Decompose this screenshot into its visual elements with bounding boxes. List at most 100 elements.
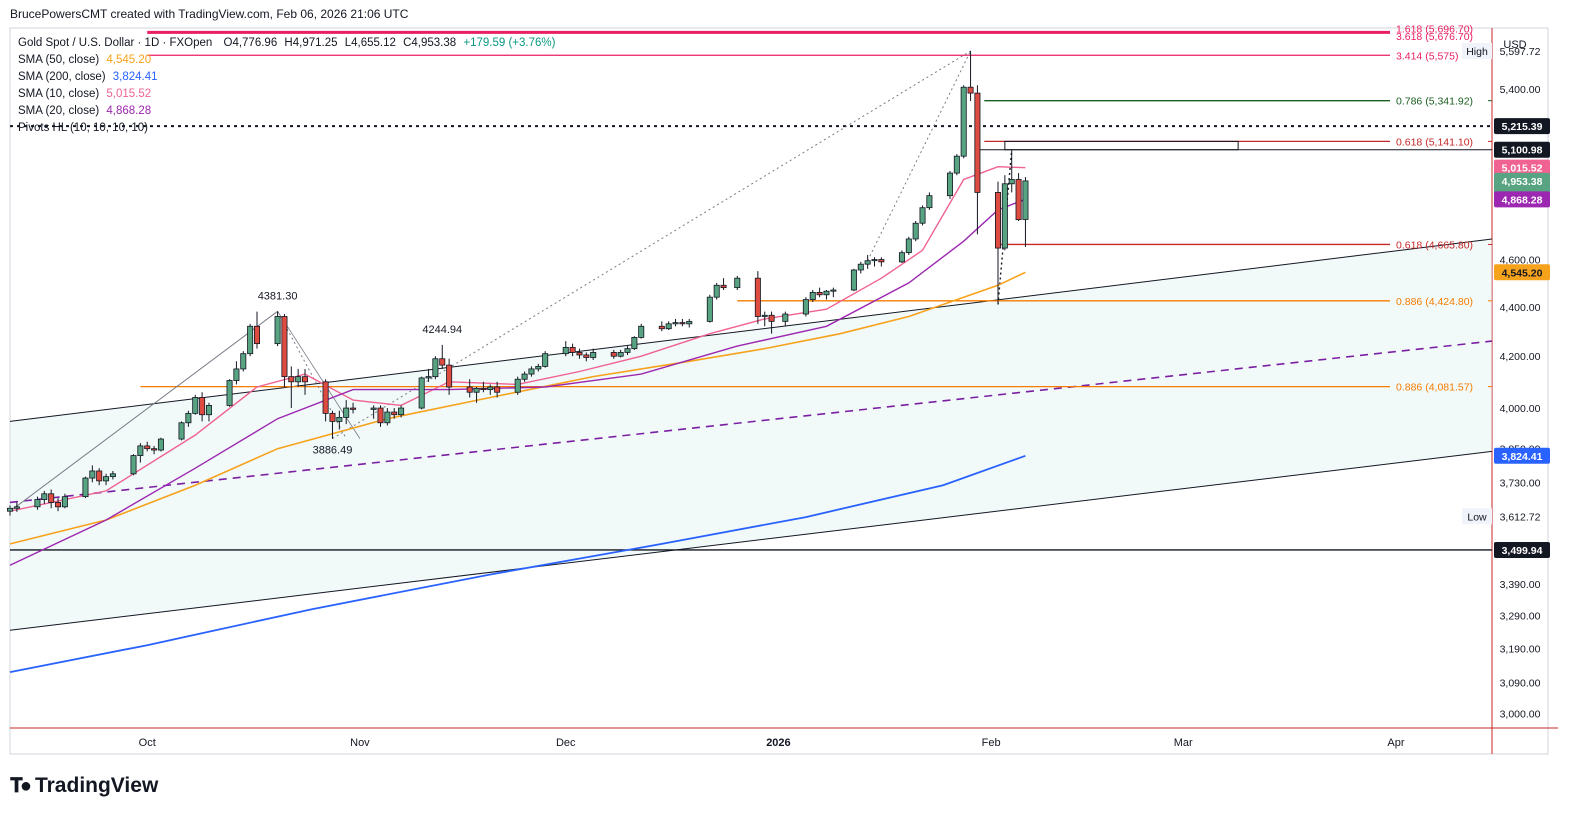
candle-body [734,277,741,289]
high-low-tag: Low [1467,511,1487,523]
y-axis-tick-label: 5,400.00 [1500,84,1541,96]
candle-body [41,493,48,500]
price-badge-label: 5,100.98 [1502,145,1543,157]
candle-body [370,407,377,410]
candle-body [185,412,192,424]
candle-body [638,325,645,338]
channel-upper-line [9,238,1493,422]
candle-body [610,352,617,357]
y-axis-tick-label: 4,600.00 [1500,255,1541,267]
y-axis-tick-label: 3,390.00 [1500,579,1541,591]
candle-body [830,289,837,292]
ohlc-change: +179.59 (+3.76%) [463,37,556,49]
candle-body [1015,179,1022,221]
high-low-tag-bg [1462,42,1492,59]
indicator-value: 4,868.28 [106,105,152,117]
price-badge-label: 3,499.94 [1502,545,1543,557]
candle-body [562,346,569,355]
high-low-tag: High [1466,46,1488,58]
y-axis-tick-label: 4,400.00 [1500,302,1541,314]
indicator-value: 3,824.41 [112,71,158,83]
y-axis-tick-label: 3,290.00 [1500,611,1541,623]
candle-body [583,354,590,358]
candle-body [521,373,528,380]
logo-text: TradingView [34,774,159,797]
price-badge-label: 4,545.20 [1502,267,1543,279]
candle-body [240,353,247,370]
legend-indicator-pivots[interactable]: Pivots HL (10, 10, 10, 10) [18,120,555,137]
price-badge [1494,264,1550,281]
x-axis-tick-label: 2026 [766,737,790,749]
candle-body [761,314,768,317]
tradingview-logo[interactable]: 𝐓● TradingView [10,774,158,798]
candle-body [802,299,809,315]
candle-body [809,291,816,300]
candle-body [473,387,480,393]
x-axis-tick-label: Mar [1174,737,1193,749]
ohlc-close: C4,953.38 [403,37,457,49]
pivot-price-label: 4244.94 [422,324,462,336]
legend-indicator-sma50[interactable]: SMA (50, close) 4,545.20 [18,52,555,69]
candle-body [706,296,713,322]
pivot-zigzag-line [9,310,278,512]
candle-body [34,499,41,508]
candle-body [816,291,823,296]
indicator-name: SMA (10, close) [18,88,100,100]
candle-body [713,284,720,298]
price-badge [1494,447,1550,464]
candle-body [665,323,672,330]
pivot-price-label: 3886.49 [313,445,353,457]
candle-body [103,476,110,482]
candle-body [1008,179,1015,185]
candle-body [864,260,871,265]
indicator-value: 5,015.52 [106,88,152,100]
candle-body [274,316,281,345]
candle-body [144,445,151,450]
channel-lower-line [9,450,1493,631]
candle-body [192,397,199,414]
candle-body [974,92,981,193]
x-axis-tick-label: Oct [139,737,156,749]
fib-level-label: 1.618 (5,696.70) [1396,23,1473,35]
candle-body [967,86,974,94]
candle-body [1022,180,1029,220]
candle-body [926,195,933,209]
candle-body [912,222,919,240]
legend-indicator-sma200[interactable]: SMA (200, close) 3,824.41 [18,69,555,86]
chart-frame [9,27,1549,755]
candle-body [7,507,13,512]
candle-body [480,387,487,391]
price-badge-label: 5,215.39 [1502,121,1543,133]
candle-body [247,325,254,355]
ohlc-low: L4,655.12 [344,37,396,49]
candle-body [253,325,260,345]
price-badge-label: 3,824.41 [1502,451,1543,463]
candle-body [343,407,350,418]
tradingview-logo-icon: 𝐓● [10,774,32,797]
legend-indicator-sma20[interactable]: SMA (20, close) 4,868.28 [18,103,555,120]
candle-body [446,364,453,388]
candle-body [61,496,68,508]
candle-body [130,455,137,475]
candle-body [233,368,240,381]
channel-mid-line [9,340,1493,504]
candle-body [398,407,405,416]
candle-body [384,411,391,424]
candle-body [946,172,953,197]
candle-body [878,259,885,263]
sma-line [9,454,1026,673]
candle-body [590,352,597,358]
pivot-price-label: 4381.30 [258,290,298,302]
candle-body [754,277,761,317]
legend-indicator-sma10[interactable]: SMA (10, close) 5,015.52 [18,86,555,103]
candle-body [350,407,357,410]
y-axis-tick-label: 3,090.00 [1500,677,1541,689]
candle-body [137,445,144,456]
price-badge-label: 4,868.28 [1502,194,1543,206]
candle-body [624,348,631,353]
candle-body [322,381,329,414]
candle-body [205,405,212,416]
candle-body [466,386,473,393]
candle-body [953,155,960,174]
